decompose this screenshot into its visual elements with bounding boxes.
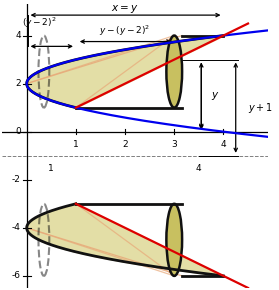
Text: 4: 4 — [196, 164, 202, 173]
Text: -6: -6 — [12, 271, 21, 280]
Text: -2: -2 — [12, 175, 21, 184]
Text: -4: -4 — [12, 223, 21, 232]
Text: $y+1$: $y+1$ — [248, 101, 273, 115]
Text: 4: 4 — [15, 31, 21, 40]
Text: 3: 3 — [171, 140, 177, 149]
Ellipse shape — [166, 204, 182, 276]
Text: $(y-2)^2$: $(y-2)^2$ — [22, 15, 56, 30]
Text: 1: 1 — [48, 164, 54, 173]
Ellipse shape — [166, 36, 182, 108]
Text: 0: 0 — [15, 127, 21, 136]
Text: $y-(y-2)^2$: $y-(y-2)^2$ — [99, 23, 151, 38]
Text: 2: 2 — [15, 79, 21, 88]
Text: 1: 1 — [73, 140, 79, 149]
Text: 2: 2 — [122, 140, 128, 149]
Text: $x = y$: $x = y$ — [111, 3, 139, 15]
Text: $y$: $y$ — [211, 90, 220, 102]
Text: 4: 4 — [221, 140, 226, 149]
